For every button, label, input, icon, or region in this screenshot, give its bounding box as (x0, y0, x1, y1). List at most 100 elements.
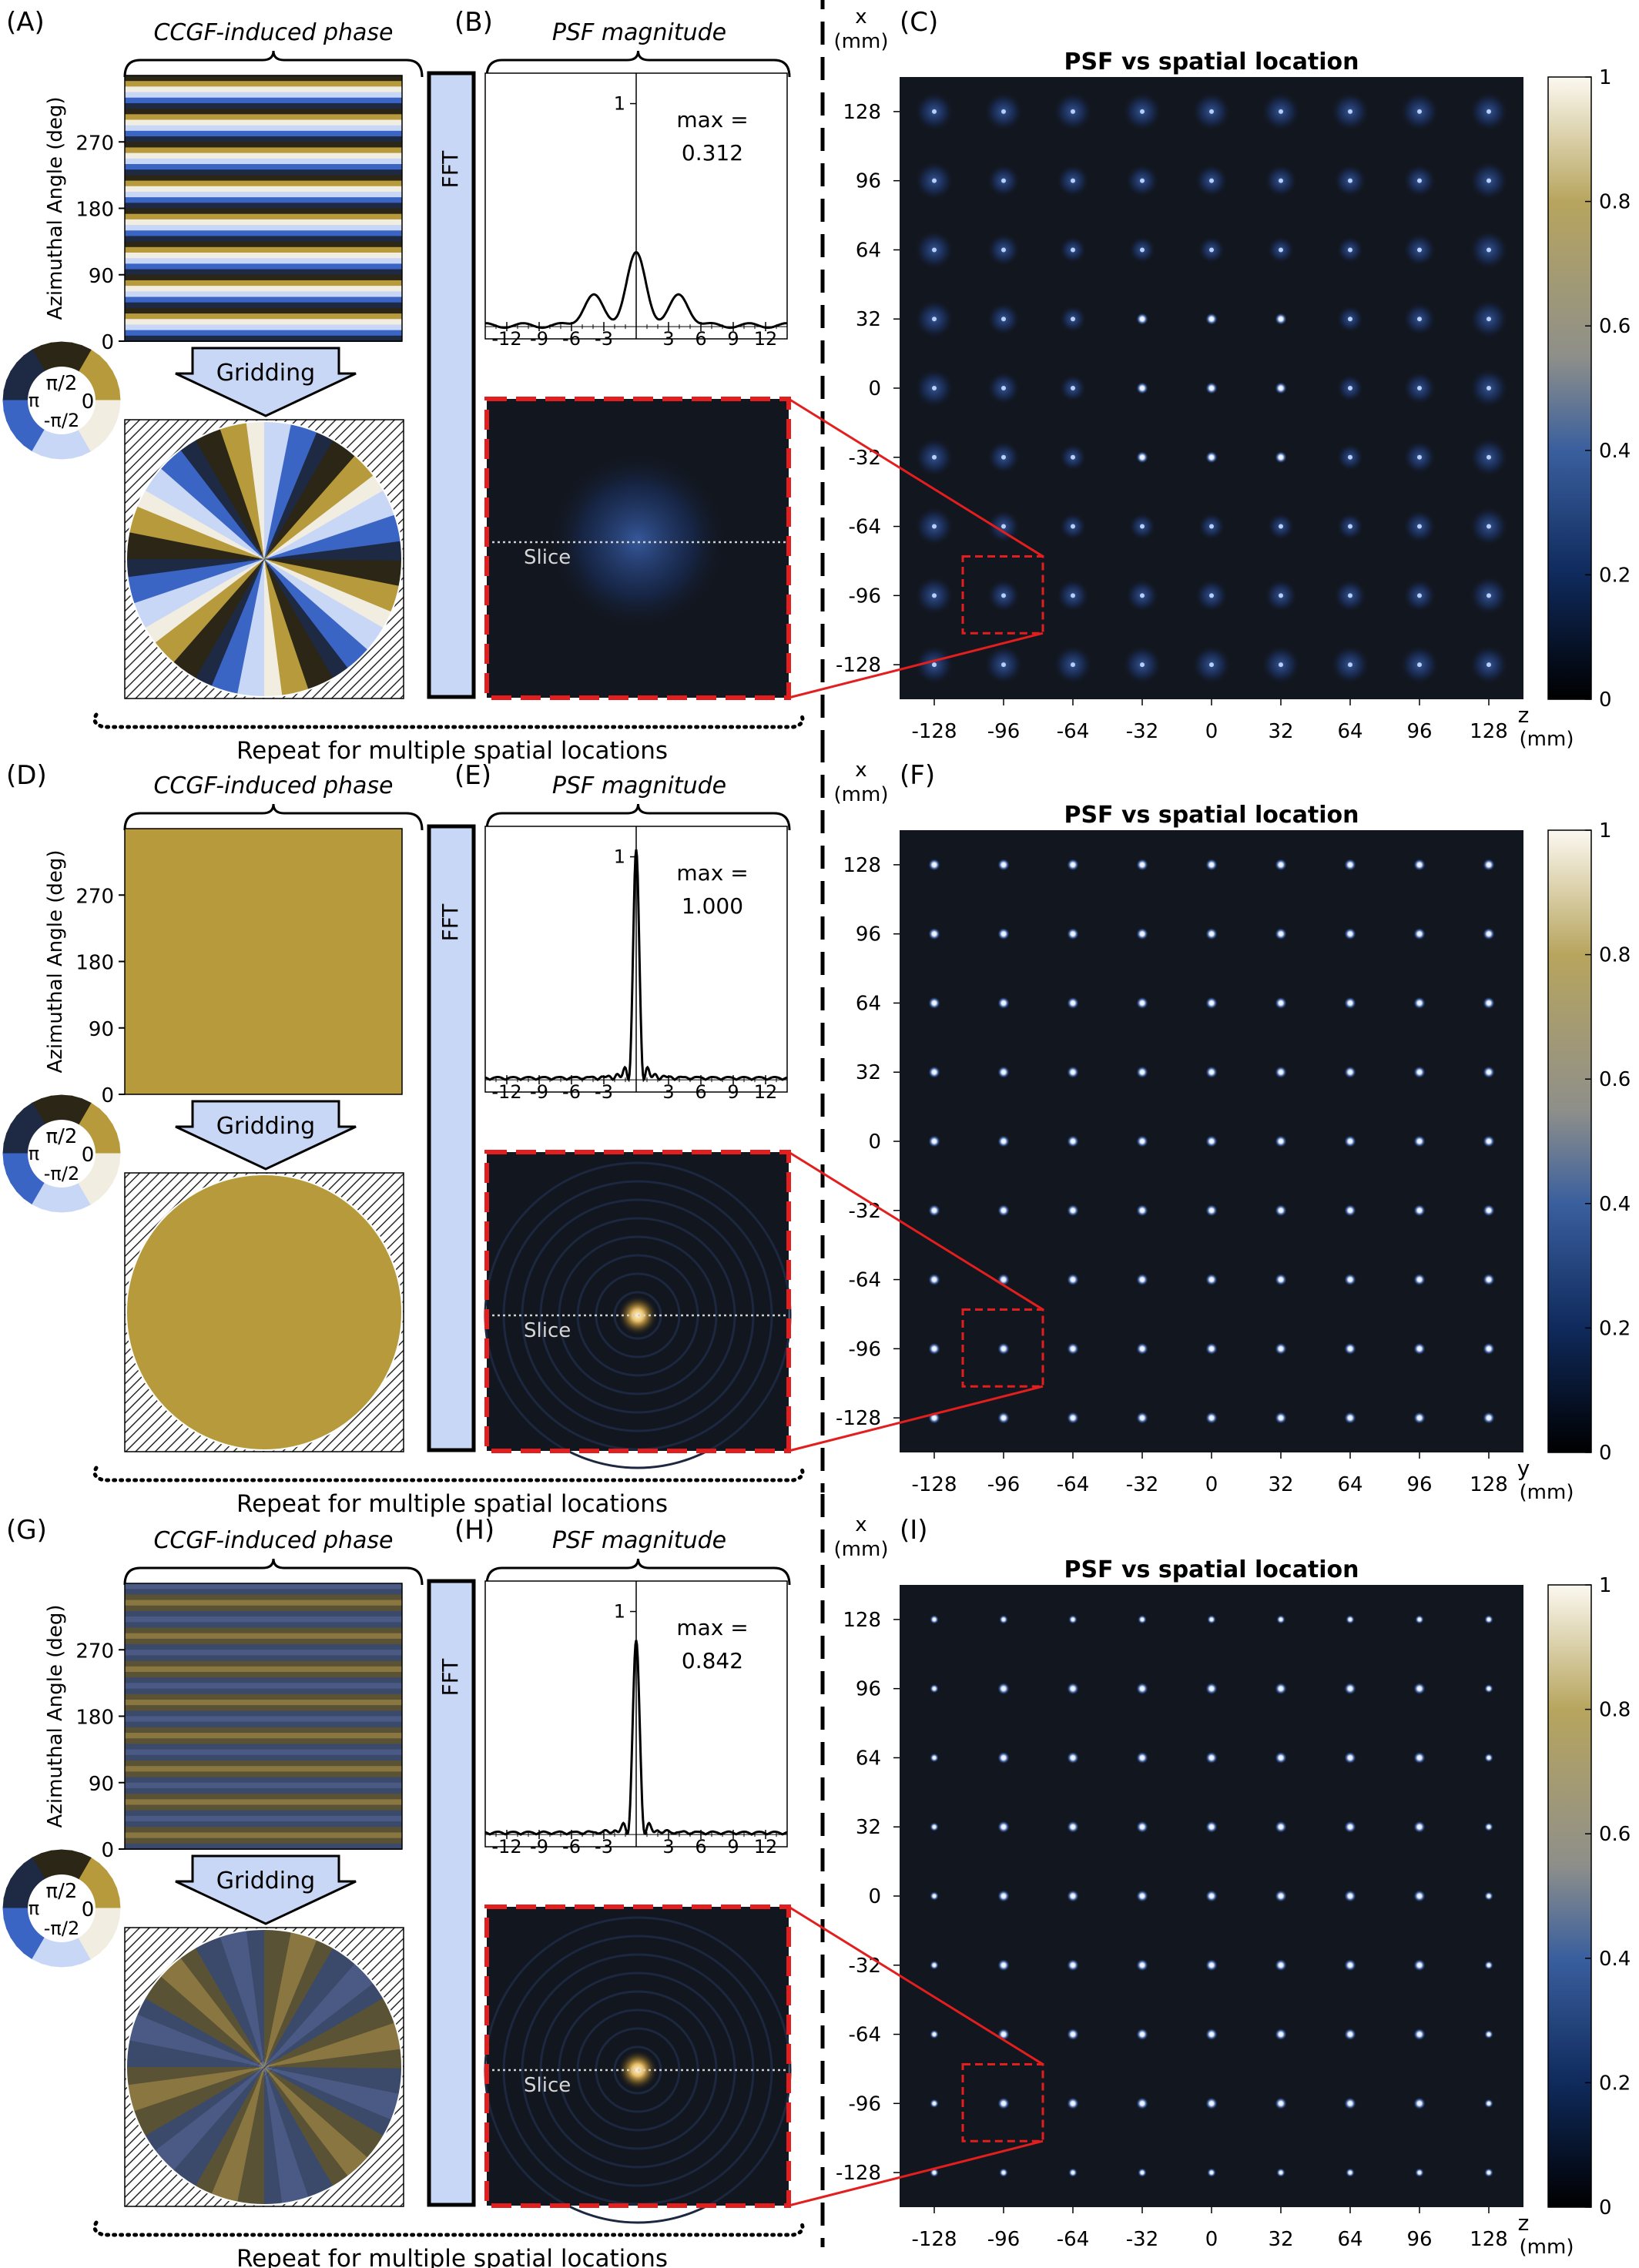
psf-blob (545, 448, 730, 633)
disc-sector (264, 532, 401, 559)
map-psf-dot (997, 1958, 1010, 1972)
map-psf-dot (997, 1890, 1010, 1902)
map-psf-dot (1413, 2028, 1426, 2041)
map-psf-dot (1067, 1342, 1079, 1355)
phase-colorwheel: π/2 π 0-π/2 (2, 1849, 121, 1968)
map-psf-dot (997, 1066, 1010, 1079)
map-ytick-label: -128 (836, 654, 881, 677)
wheel-label-left: π (28, 1898, 39, 1919)
phase-band (125, 1782, 402, 1789)
phase-band (125, 1821, 402, 1828)
map-psf-dot (1136, 1412, 1148, 1425)
phase-band (125, 1627, 402, 1634)
map-psf-dot (1136, 313, 1148, 326)
map-psf-dot (1344, 1135, 1356, 1147)
map-psf-core (932, 386, 937, 390)
map-psf-core (1486, 178, 1491, 183)
wheel-center (28, 1120, 96, 1188)
map-psf-core (932, 178, 937, 183)
map-psf-dot (1344, 1682, 1356, 1695)
map-psf-dot (1275, 1958, 1287, 1972)
map-psf-core (1486, 524, 1491, 529)
gridded-phase-disc (124, 419, 404, 699)
colorbar-rect (1547, 829, 1592, 1453)
axis-tick-label: 0 (101, 1084, 114, 1107)
psf-profile-plot: -12 -9 -6 -3 3 6 9 12 1 max = 0.842 (484, 1580, 788, 1858)
disc-sector (179, 2067, 264, 2182)
disc-sector (160, 1968, 264, 2067)
map-psf-dot (1413, 2097, 1426, 2110)
phase-band (125, 186, 402, 193)
disc-sector (144, 559, 264, 636)
map-ytick-label: 64 (856, 1747, 881, 1770)
plot-xtick-label: 3 (662, 328, 674, 350)
map-psf-dot (1136, 2028, 1148, 2041)
disc-sector (264, 2022, 398, 2067)
phase-band (125, 1810, 402, 1817)
disc-sector (186, 2067, 264, 2187)
fft-bar-rect (427, 1579, 476, 2207)
phase-band (125, 319, 402, 326)
map-psf-dot (1205, 1342, 1218, 1355)
disc-sector (144, 1989, 264, 2067)
psf-title: PSF magnitude (552, 1527, 726, 1554)
phase-band (125, 180, 402, 187)
phase-band (125, 291, 402, 298)
map-psf-core (1279, 593, 1283, 598)
phase-band (125, 92, 402, 99)
phase-band (125, 1594, 402, 1601)
wheel-label-right: 0 (82, 1898, 95, 1921)
colorbar-tick-label: 0.8 (1599, 191, 1631, 214)
phase-band (125, 81, 402, 88)
plot-xtick-label: -3 (595, 1081, 613, 1103)
map-psf-dot (1136, 997, 1148, 1010)
map-psf-dot (1275, 2097, 1287, 2110)
map-psf-dot (1483, 1342, 1495, 1355)
disc-sector (173, 448, 264, 559)
map-psf-core (1417, 109, 1422, 114)
disc-sector (209, 559, 264, 690)
disc-sector (264, 2067, 368, 2166)
psf-title: PSF magnitude (552, 772, 726, 799)
disc-sector (202, 2067, 264, 2195)
map-psf-dot (1483, 858, 1495, 871)
phase-band (125, 125, 402, 132)
disc-sector (264, 2067, 341, 2187)
map-psf-dot (1483, 927, 1495, 940)
disc-sector (209, 2067, 264, 2198)
psf-image: Slice (484, 397, 791, 700)
map-xtick-label: -128 (911, 720, 957, 743)
map-psf-core (1071, 593, 1075, 598)
disc-sector (195, 434, 264, 559)
disc-sector (179, 559, 264, 674)
map-title: PSF vs spatial location (1064, 49, 1359, 75)
arrow-shape (175, 347, 357, 417)
map-psf-dot (1068, 2168, 1078, 2178)
disc-sector (132, 559, 264, 612)
map-ytick-label: -96 (849, 1338, 881, 1361)
map-psf-dot (1205, 1821, 1218, 1834)
phase-band (125, 109, 402, 116)
map-xtick-label: -32 (1126, 1473, 1158, 1496)
map-highlight-box (961, 2062, 1044, 2142)
wheel-center (28, 1874, 96, 1942)
map-xtick-label: -128 (911, 2228, 957, 2251)
plot-xtick-label: -6 (562, 1081, 581, 1103)
map-psf-core (1001, 593, 1006, 598)
map-xtick-label: 32 (1268, 1473, 1293, 1496)
disc-sector (159, 2067, 264, 2165)
map-psf-dot (1067, 1204, 1079, 1217)
disc-sector (264, 2067, 356, 2178)
map-psf-dot (930, 1614, 939, 1624)
map-psf-dot (1413, 1682, 1426, 1695)
map-psf-dot (1275, 1682, 1287, 1695)
map-psf-dot (1344, 1751, 1356, 1764)
plot-xtick-label: 3 (662, 1081, 674, 1103)
map-vert-axis-unit: (mm) (834, 30, 889, 53)
map-ytick-label: 64 (856, 992, 881, 1015)
map-psf-dot (928, 1066, 940, 1079)
map-psf-dot (1136, 1273, 1148, 1286)
axis-tick-label: 180 (75, 952, 114, 975)
disc-sector (264, 2067, 388, 2138)
map-psf-core (1071, 662, 1075, 668)
